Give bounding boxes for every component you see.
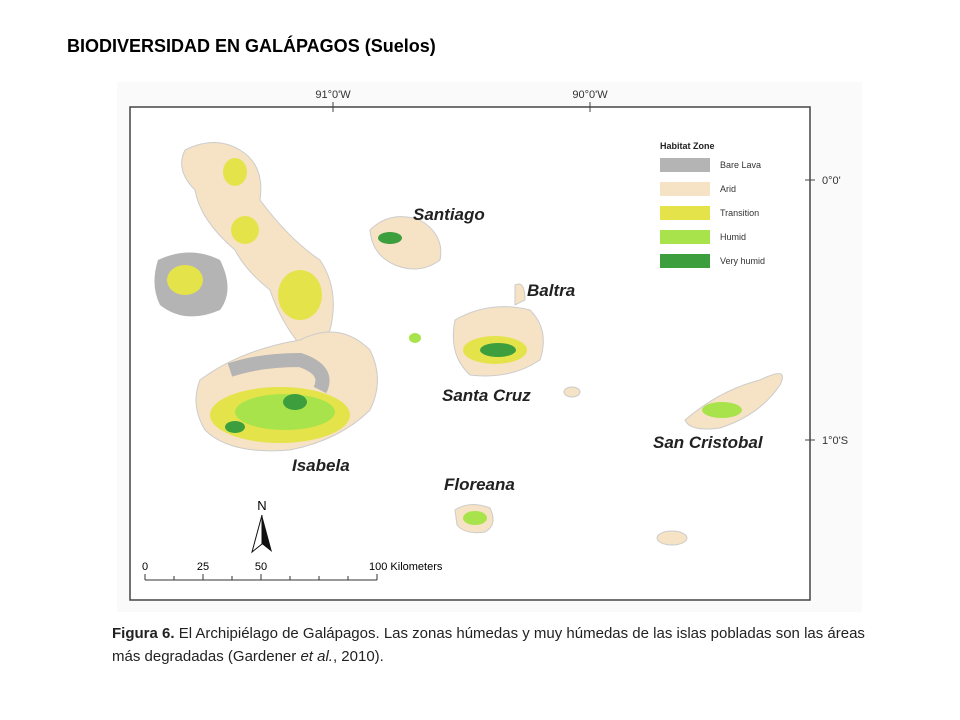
transition-zone xyxy=(231,216,259,244)
legend-swatch xyxy=(660,158,710,172)
north-arrow xyxy=(262,515,272,552)
caption-text: El Archipiélago de Galápagos. Las zonas … xyxy=(112,625,865,665)
legend-label: Transition xyxy=(720,208,759,218)
island-label: San Cristobal xyxy=(653,433,764,452)
very-humid-zone xyxy=(378,232,402,244)
very-humid-zone xyxy=(480,343,516,357)
legend-label: Humid xyxy=(720,232,746,242)
latitude-label: 0°0' xyxy=(822,175,841,187)
transition-zone xyxy=(223,158,247,186)
caption-label: Figura 6. xyxy=(112,625,175,642)
humid-zone xyxy=(235,394,335,430)
scale-label: 50 xyxy=(255,561,267,573)
scale-label: 25 xyxy=(197,561,209,573)
transition-zone xyxy=(167,265,203,295)
very-humid-zone xyxy=(283,394,307,410)
legend-label: Arid xyxy=(720,184,736,194)
very-humid-zone xyxy=(225,421,245,433)
scale-label: 100 Kilometers xyxy=(369,561,443,573)
legend-swatch xyxy=(660,254,710,268)
humid-zone xyxy=(463,511,487,525)
humid-zone xyxy=(702,402,742,418)
islands xyxy=(154,142,783,546)
lava xyxy=(227,352,330,394)
legend: Habitat Zone Bare Lava Arid Transition Humi… xyxy=(660,141,765,268)
santiago-island xyxy=(369,216,442,270)
legend-title: Habitat Zone xyxy=(660,141,715,151)
legend-label: Bare Lava xyxy=(720,160,761,170)
island-label: Floreana xyxy=(444,475,515,494)
caption-italic: et al. xyxy=(300,648,333,665)
legend-label: Very humid xyxy=(720,256,765,266)
islet xyxy=(656,530,688,546)
longitude-label: 90°0'W xyxy=(572,89,608,101)
slide-title: BIODIVERSIDAD EN GALÁPAGOS (Suelos) xyxy=(67,36,436,56)
island-label: Isabela xyxy=(292,456,350,475)
island-label: Baltra xyxy=(527,281,575,300)
baltra-island xyxy=(514,283,526,306)
longitude-label: 91°0'W xyxy=(315,89,351,101)
transition-zone xyxy=(278,270,322,320)
island-label: Santiago xyxy=(413,205,485,224)
islet xyxy=(563,386,581,398)
scale-ticks xyxy=(144,574,378,580)
caption-end: , 2010). xyxy=(332,648,384,665)
legend-swatch xyxy=(660,206,710,220)
latitude-label: 1°0'S xyxy=(822,435,848,447)
island-label: Santa Cruz xyxy=(442,386,531,405)
caption: Figura 6. El Archipiélago de Galápagos. … xyxy=(112,622,882,668)
legend-swatch xyxy=(660,230,710,244)
islet xyxy=(409,333,421,343)
legend-swatch xyxy=(660,182,710,196)
north-label: N xyxy=(257,498,266,513)
scale-label: 0 xyxy=(142,561,148,573)
